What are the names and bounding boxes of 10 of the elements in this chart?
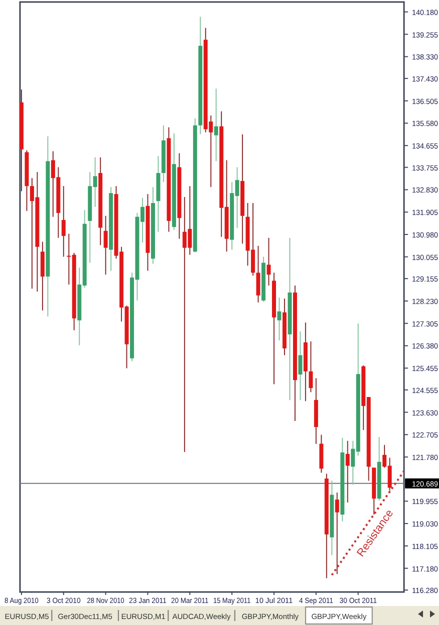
candlestick [62,186,66,258]
candlestick [308,340,313,393]
candlestick [256,245,260,303]
candlestick [266,237,271,286]
candlestick [214,88,218,162]
candlestick [346,440,350,503]
candlestick [335,492,340,575]
candlestick [104,215,108,276]
candlestick [277,297,282,341]
candlestick [298,330,302,401]
